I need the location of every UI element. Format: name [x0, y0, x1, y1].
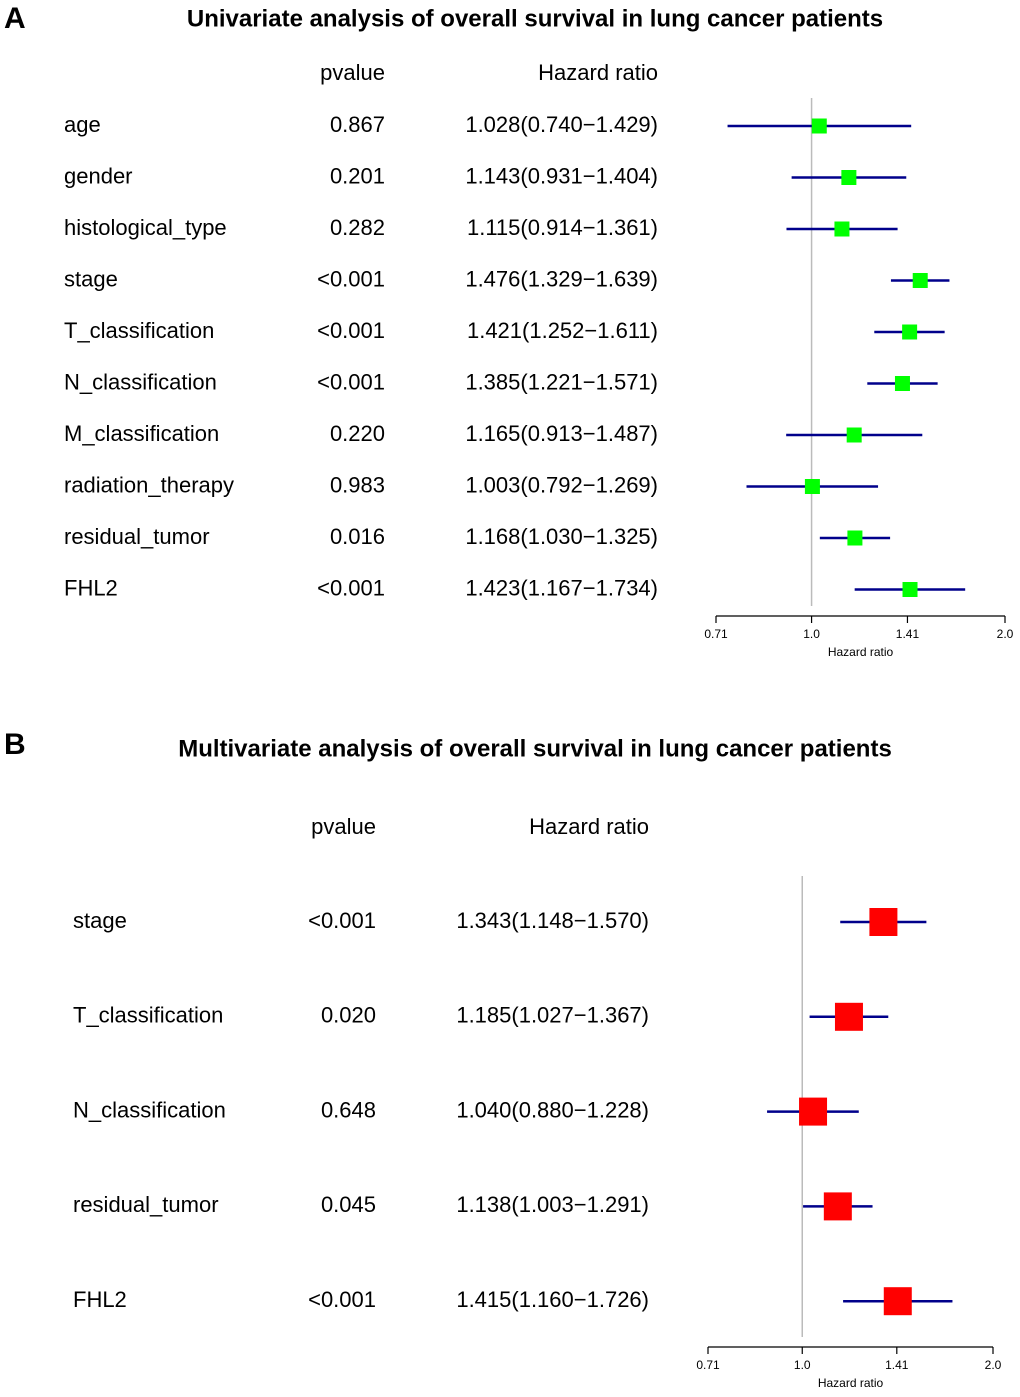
x-tick-label: 1.0	[803, 627, 820, 641]
row-label: stage	[73, 908, 127, 933]
p-value: <0.001	[317, 318, 385, 343]
chart-title: Multivariate analysis of overall surviva…	[178, 735, 892, 762]
hazard-ratio-label: 1.343(1.148−1.570)	[456, 908, 649, 933]
column-header: Hazard ratio	[529, 814, 649, 839]
panel-label: A	[4, 2, 26, 35]
hazard-ratio-label: 1.421(1.252−1.611)	[467, 318, 658, 343]
hazard-ratio-marker	[834, 221, 850, 237]
hazard-ratio-marker	[894, 376, 910, 391]
hazard-ratio-label: 1.168(1.030−1.325)	[465, 524, 658, 549]
hazard-ratio-marker	[846, 427, 862, 443]
x-axis-label: Hazard ratio	[828, 645, 894, 659]
chart-title: Univariate analysis of overall survival …	[187, 5, 883, 32]
hazard-ratio-label: 1.143(0.931−1.404)	[465, 163, 658, 188]
p-value: 0.220	[330, 421, 385, 446]
hazard-ratio-label: 1.028(0.740−1.429)	[465, 112, 658, 137]
hazard-ratio-label: 1.138(1.003−1.291)	[456, 1192, 649, 1217]
hazard-ratio-marker	[823, 1192, 852, 1221]
x-tick-label: 0.71	[696, 1358, 720, 1372]
hazard-ratio-marker	[811, 118, 827, 134]
hazard-ratio-label: 1.476(1.329−1.639)	[465, 266, 658, 291]
p-value: 0.201	[330, 163, 385, 188]
hazard-ratio-marker	[841, 170, 857, 185]
row-label: T_classification	[64, 318, 214, 343]
row-label: T_classification	[73, 1003, 223, 1028]
x-tick-label: 1.41	[885, 1358, 909, 1372]
row-label: residual_tumor	[73, 1192, 219, 1217]
row-label: FHL2	[73, 1287, 127, 1312]
x-axis-label: Hazard ratio	[818, 1376, 884, 1390]
hazard-ratio-label: 1.415(1.160−1.726)	[456, 1287, 649, 1312]
hazard-ratio-marker	[847, 530, 863, 546]
column-header: pvalue	[320, 60, 385, 85]
p-value: 0.016	[330, 524, 385, 549]
p-value: <0.001	[317, 575, 385, 600]
x-tick-label: 2.0	[997, 627, 1014, 641]
p-value: <0.001	[308, 908, 376, 933]
hazard-ratio-label: 1.385(1.221−1.571)	[465, 369, 658, 394]
p-value: <0.001	[317, 369, 385, 394]
p-value: 0.282	[330, 215, 385, 240]
p-value: 0.648	[321, 1097, 376, 1122]
row-label: FHL2	[64, 575, 118, 600]
hazard-ratio-label: 1.003(0.792−1.269)	[465, 472, 658, 497]
hazard-ratio-marker	[804, 479, 820, 494]
p-value: 0.983	[330, 472, 385, 497]
hazard-ratio-marker	[902, 582, 918, 597]
hazard-ratio-marker	[799, 1097, 828, 1126]
x-tick-label: 2.0	[985, 1358, 1002, 1372]
panel-label: B	[4, 728, 26, 761]
row-label: N_classification	[73, 1097, 226, 1122]
p-value: 0.045	[321, 1192, 376, 1217]
hazard-ratio-marker	[902, 324, 918, 340]
column-header: Hazard ratio	[538, 60, 658, 85]
p-value: 0.020	[321, 1003, 376, 1028]
row-label: N_classification	[64, 369, 217, 394]
hazard-ratio-label: 1.040(0.880−1.228)	[456, 1097, 649, 1122]
p-value: <0.001	[317, 266, 385, 291]
row-label: radiation_therapy	[64, 472, 234, 497]
hazard-ratio-marker	[834, 1002, 863, 1031]
hazard-ratio-label: 1.165(0.913−1.487)	[465, 421, 658, 446]
column-header: pvalue	[311, 814, 376, 839]
x-tick-label: 1.0	[794, 1358, 811, 1372]
hazard-ratio-label: 1.185(1.027−1.367)	[456, 1003, 649, 1028]
p-value: 0.867	[330, 112, 385, 137]
row-label: gender	[64, 163, 133, 188]
hazard-ratio-marker	[912, 273, 928, 288]
x-tick-label: 0.71	[704, 627, 728, 641]
row-label: stage	[64, 266, 118, 291]
x-tick-label: 1.41	[896, 627, 920, 641]
row-label: M_classification	[64, 421, 219, 446]
row-label: residual_tumor	[64, 524, 210, 549]
hazard-ratio-marker	[869, 908, 898, 936]
row-label: histological_type	[64, 215, 227, 240]
p-value: <0.001	[308, 1287, 376, 1312]
hazard-ratio-marker	[883, 1287, 912, 1316]
row-label: age	[64, 112, 101, 137]
hazard-ratio-label: 1.115(0.914−1.361)	[467, 215, 658, 240]
hazard-ratio-label: 1.423(1.167−1.734)	[465, 575, 658, 600]
